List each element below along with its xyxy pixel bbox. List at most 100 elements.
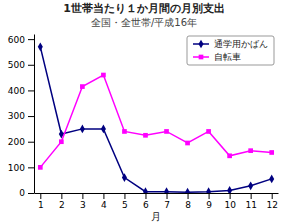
point bbox=[164, 187, 169, 193]
tick: 300 bbox=[8, 111, 34, 121]
tick: 10 bbox=[224, 193, 236, 210]
chart: 1世帯当たり１か月間の月別支出全国・全世帯/平成16年1234567891011… bbox=[0, 0, 288, 223]
tick-label: 1 bbox=[38, 200, 44, 210]
legend-box bbox=[187, 36, 274, 65]
tick-mark bbox=[82, 193, 83, 199]
tick-label: 9 bbox=[206, 200, 212, 210]
x-axis: 123456789101112 bbox=[35, 193, 279, 210]
titles: 1世帯当たり１か月間の月別支出全国・全世帯/平成16年 bbox=[63, 2, 225, 28]
legend-label: 自転車 bbox=[214, 52, 241, 62]
tick-mark bbox=[230, 193, 231, 199]
tick-mark bbox=[28, 39, 34, 40]
tick-label: 500 bbox=[8, 60, 25, 70]
tick-mark bbox=[61, 193, 62, 199]
tick-mark bbox=[145, 193, 146, 199]
tick-label: 100 bbox=[8, 163, 25, 173]
legend-marker bbox=[199, 55, 204, 60]
tick-label: 200 bbox=[8, 137, 25, 147]
tick-label: 0 bbox=[19, 188, 25, 198]
point bbox=[164, 129, 169, 134]
point bbox=[269, 175, 274, 184]
tick: 100 bbox=[8, 163, 34, 173]
point bbox=[206, 187, 211, 193]
point bbox=[185, 141, 190, 146]
tick-label: 5 bbox=[122, 200, 128, 210]
tick-label: 11 bbox=[245, 200, 256, 210]
point bbox=[269, 150, 274, 155]
tick-mark bbox=[272, 193, 273, 199]
tick-mark bbox=[28, 193, 34, 194]
tick-label: 6 bbox=[143, 200, 149, 210]
tick: 4 bbox=[101, 193, 107, 210]
tick-label: 8 bbox=[185, 200, 191, 210]
tick-label: 300 bbox=[8, 111, 25, 121]
tick-label: 2 bbox=[59, 200, 65, 210]
tick: 5 bbox=[122, 193, 128, 210]
tick-label: 4 bbox=[101, 200, 107, 210]
tick: 400 bbox=[8, 86, 34, 96]
tick: 6 bbox=[143, 193, 149, 210]
point bbox=[185, 188, 190, 193]
point bbox=[38, 165, 43, 170]
point bbox=[227, 153, 232, 158]
point bbox=[101, 73, 106, 78]
point bbox=[38, 42, 43, 51]
title: 1世帯当たり１か月間の月別支出 bbox=[63, 2, 225, 15]
tick-mark bbox=[28, 116, 34, 117]
tick-mark bbox=[209, 193, 210, 199]
plot: 1234567891011120100200300400500600月通学用かば… bbox=[8, 35, 279, 223]
tick: 0 bbox=[19, 188, 34, 198]
point bbox=[206, 129, 211, 134]
x-axis-title: 月 bbox=[151, 211, 161, 222]
tick-mark bbox=[167, 193, 168, 199]
tick: 8 bbox=[185, 193, 191, 210]
legend-item: 自転車 bbox=[193, 52, 241, 62]
point bbox=[122, 129, 127, 134]
point bbox=[227, 186, 232, 193]
legend: 通学用かばん自転車 bbox=[187, 36, 274, 65]
legend-marker bbox=[198, 40, 203, 49]
subtitle: 全国・全世帯/平成16年 bbox=[91, 17, 197, 28]
legend-item: 通学用かばん bbox=[193, 39, 268, 49]
point bbox=[122, 173, 127, 182]
tick: 12 bbox=[266, 193, 277, 210]
tick: 7 bbox=[164, 193, 170, 210]
tick: 200 bbox=[8, 137, 34, 147]
tick: 500 bbox=[8, 60, 34, 70]
tick: 3 bbox=[80, 193, 86, 210]
point bbox=[101, 125, 106, 134]
tick-mark bbox=[251, 193, 252, 199]
point bbox=[59, 139, 64, 144]
point bbox=[80, 84, 85, 89]
tick: 2 bbox=[59, 193, 65, 210]
axis-line bbox=[35, 193, 279, 194]
point bbox=[143, 133, 148, 138]
tick: 11 bbox=[245, 193, 256, 210]
tick: 1 bbox=[38, 193, 44, 210]
tick-mark bbox=[40, 193, 41, 199]
tick-label: 400 bbox=[8, 86, 25, 96]
y-axis: 0 100 200 300 400 500 600 bbox=[8, 35, 35, 199]
tick: 600 bbox=[8, 35, 34, 45]
axis-line bbox=[34, 35, 35, 194]
tick-mark bbox=[124, 193, 125, 199]
point bbox=[248, 148, 253, 153]
tick-label: 7 bbox=[164, 200, 170, 210]
point bbox=[143, 187, 148, 193]
tick-label: 3 bbox=[80, 200, 86, 210]
tick-mark bbox=[28, 142, 34, 143]
point bbox=[80, 125, 85, 134]
tick-mark bbox=[188, 193, 189, 199]
tick-label: 10 bbox=[224, 200, 236, 210]
legend-label: 通学用かばん bbox=[214, 39, 268, 49]
tick-label: 600 bbox=[8, 35, 25, 45]
tick-mark bbox=[28, 65, 34, 66]
tick: 9 bbox=[206, 193, 212, 210]
point bbox=[248, 181, 253, 190]
tick-mark bbox=[28, 167, 34, 168]
tick-mark bbox=[28, 90, 34, 91]
tick-label: 12 bbox=[266, 200, 277, 210]
series-line bbox=[40, 47, 271, 192]
series-line bbox=[40, 75, 271, 167]
tick-mark bbox=[103, 193, 104, 199]
